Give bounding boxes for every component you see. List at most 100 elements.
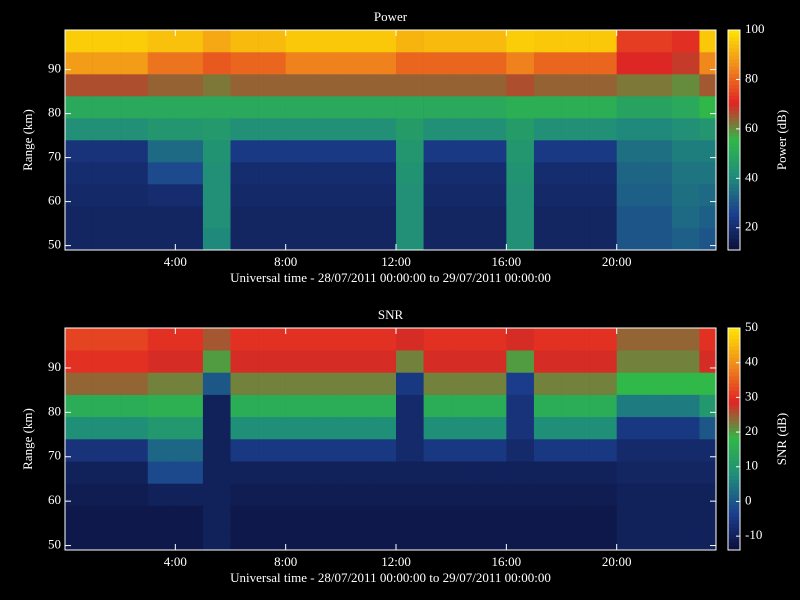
heatmap-cell — [285, 140, 314, 163]
heatmap-cell — [396, 118, 424, 141]
heatmap-cell — [258, 328, 286, 351]
colorbar-segment — [728, 446, 740, 451]
heatmap-cell — [589, 461, 617, 484]
heatmap-cell — [230, 74, 259, 97]
heatmap-cell — [478, 461, 507, 484]
heatmap-cell — [313, 162, 342, 185]
heatmap-cell — [533, 416, 562, 440]
heatmap-cell — [313, 118, 342, 141]
colorbar-label: Power (dB) — [774, 110, 789, 170]
heatmap-cell — [644, 439, 673, 462]
heatmap-cell — [451, 439, 480, 462]
heatmap-cell — [561, 206, 590, 229]
heatmap-cell — [202, 416, 231, 440]
colorbar-segment — [728, 420, 740, 425]
heatmap-cell — [699, 483, 717, 506]
heatmap-cell — [616, 184, 645, 207]
heatmap-cell — [506, 74, 535, 97]
heatmap-cell — [423, 74, 452, 97]
colorbar-segment — [728, 531, 740, 536]
heatmap-cell — [451, 228, 480, 251]
heatmap-cell — [313, 483, 342, 506]
heatmap-cell — [175, 184, 204, 207]
heatmap-cell — [506, 228, 535, 251]
colorbar-segment — [728, 524, 740, 529]
heatmap-cell — [478, 228, 507, 251]
heatmap-cell — [313, 228, 342, 251]
heatmap-cell — [533, 30, 562, 53]
colorbar-segment — [728, 92, 740, 97]
heatmap-cell — [92, 483, 121, 506]
heatmap-cell — [533, 505, 562, 529]
heatmap-cell — [671, 372, 700, 395]
heatmap-cell — [285, 118, 314, 141]
heatmap-cell — [616, 394, 645, 418]
heatmap-cell — [258, 527, 286, 551]
heatmap-cell — [396, 439, 424, 462]
colorbar-segment — [728, 472, 740, 477]
heatmap-cell — [340, 96, 369, 119]
heatmap-cell — [258, 483, 286, 506]
heatmap-cell — [202, 140, 231, 163]
heatmap-cell — [202, 184, 231, 207]
heatmap-cell — [368, 505, 397, 529]
colorbar-segment — [728, 136, 740, 141]
heatmap-cell — [368, 206, 397, 229]
colorbar-tick-label: -10 — [745, 527, 762, 542]
heatmap-cell — [423, 206, 452, 229]
heatmap-cell — [65, 74, 93, 97]
heatmap-cell — [451, 30, 480, 53]
heatmap-cell — [644, 162, 673, 185]
heatmap-cell — [120, 394, 149, 418]
heatmap-cell — [313, 439, 342, 462]
heatmap-cell — [561, 96, 590, 119]
heatmap-cell — [368, 184, 397, 207]
heatmap-cell — [506, 505, 535, 529]
heatmap-cell — [533, 372, 562, 395]
colorbar-segment — [728, 346, 740, 351]
colorbar-segment — [728, 129, 740, 134]
heatmap-cell — [533, 184, 562, 207]
heatmap-cell — [230, 228, 259, 251]
colorbar-segment — [728, 468, 740, 473]
heatmap-cell — [478, 30, 507, 53]
heatmap-cell — [699, 184, 717, 207]
colorbar-segment — [728, 431, 740, 436]
heatmap-cell — [202, 118, 231, 141]
colorbar-segment — [728, 479, 740, 484]
colorbar-segment — [728, 372, 740, 377]
heatmap-cell — [589, 372, 617, 395]
heatmap-cell — [451, 96, 480, 119]
colorbar-segment — [728, 427, 740, 433]
heatmap-cell — [561, 184, 590, 207]
heatmap-cell — [699, 461, 717, 484]
heatmap-cell — [313, 184, 342, 207]
heatmap-cell — [258, 416, 286, 440]
heatmap-cell — [589, 30, 617, 53]
y-tick-label: 50 — [48, 237, 61, 252]
colorbar-tick-label: 20 — [745, 423, 758, 438]
heatmap-cell — [285, 74, 314, 97]
heatmap-cell — [561, 527, 590, 551]
heatmap-cell — [451, 118, 480, 141]
heatmap-cell — [92, 350, 121, 373]
colorbar-segment — [728, 44, 740, 49]
heatmap-cell — [340, 394, 369, 418]
colorbar-segment — [728, 110, 740, 115]
colorbar-segment — [728, 453, 740, 458]
heatmap-cell — [147, 140, 176, 163]
heatmap-cell — [478, 140, 507, 163]
heatmap-cell — [671, 74, 700, 97]
heatmap-cell — [671, 118, 700, 141]
heatmap-cell — [699, 439, 717, 462]
heatmap-cell — [202, 96, 231, 119]
heatmap-cell — [478, 483, 507, 506]
heatmap-cell — [147, 505, 176, 529]
heatmap-cell — [699, 228, 717, 251]
heatmap-cell — [589, 416, 617, 440]
heatmap-cell — [561, 74, 590, 97]
colorbar-segment — [728, 173, 740, 178]
x-tick-label: 4:00 — [164, 254, 187, 269]
heatmap-cell — [644, 372, 673, 395]
heatmap-cell — [313, 527, 342, 551]
